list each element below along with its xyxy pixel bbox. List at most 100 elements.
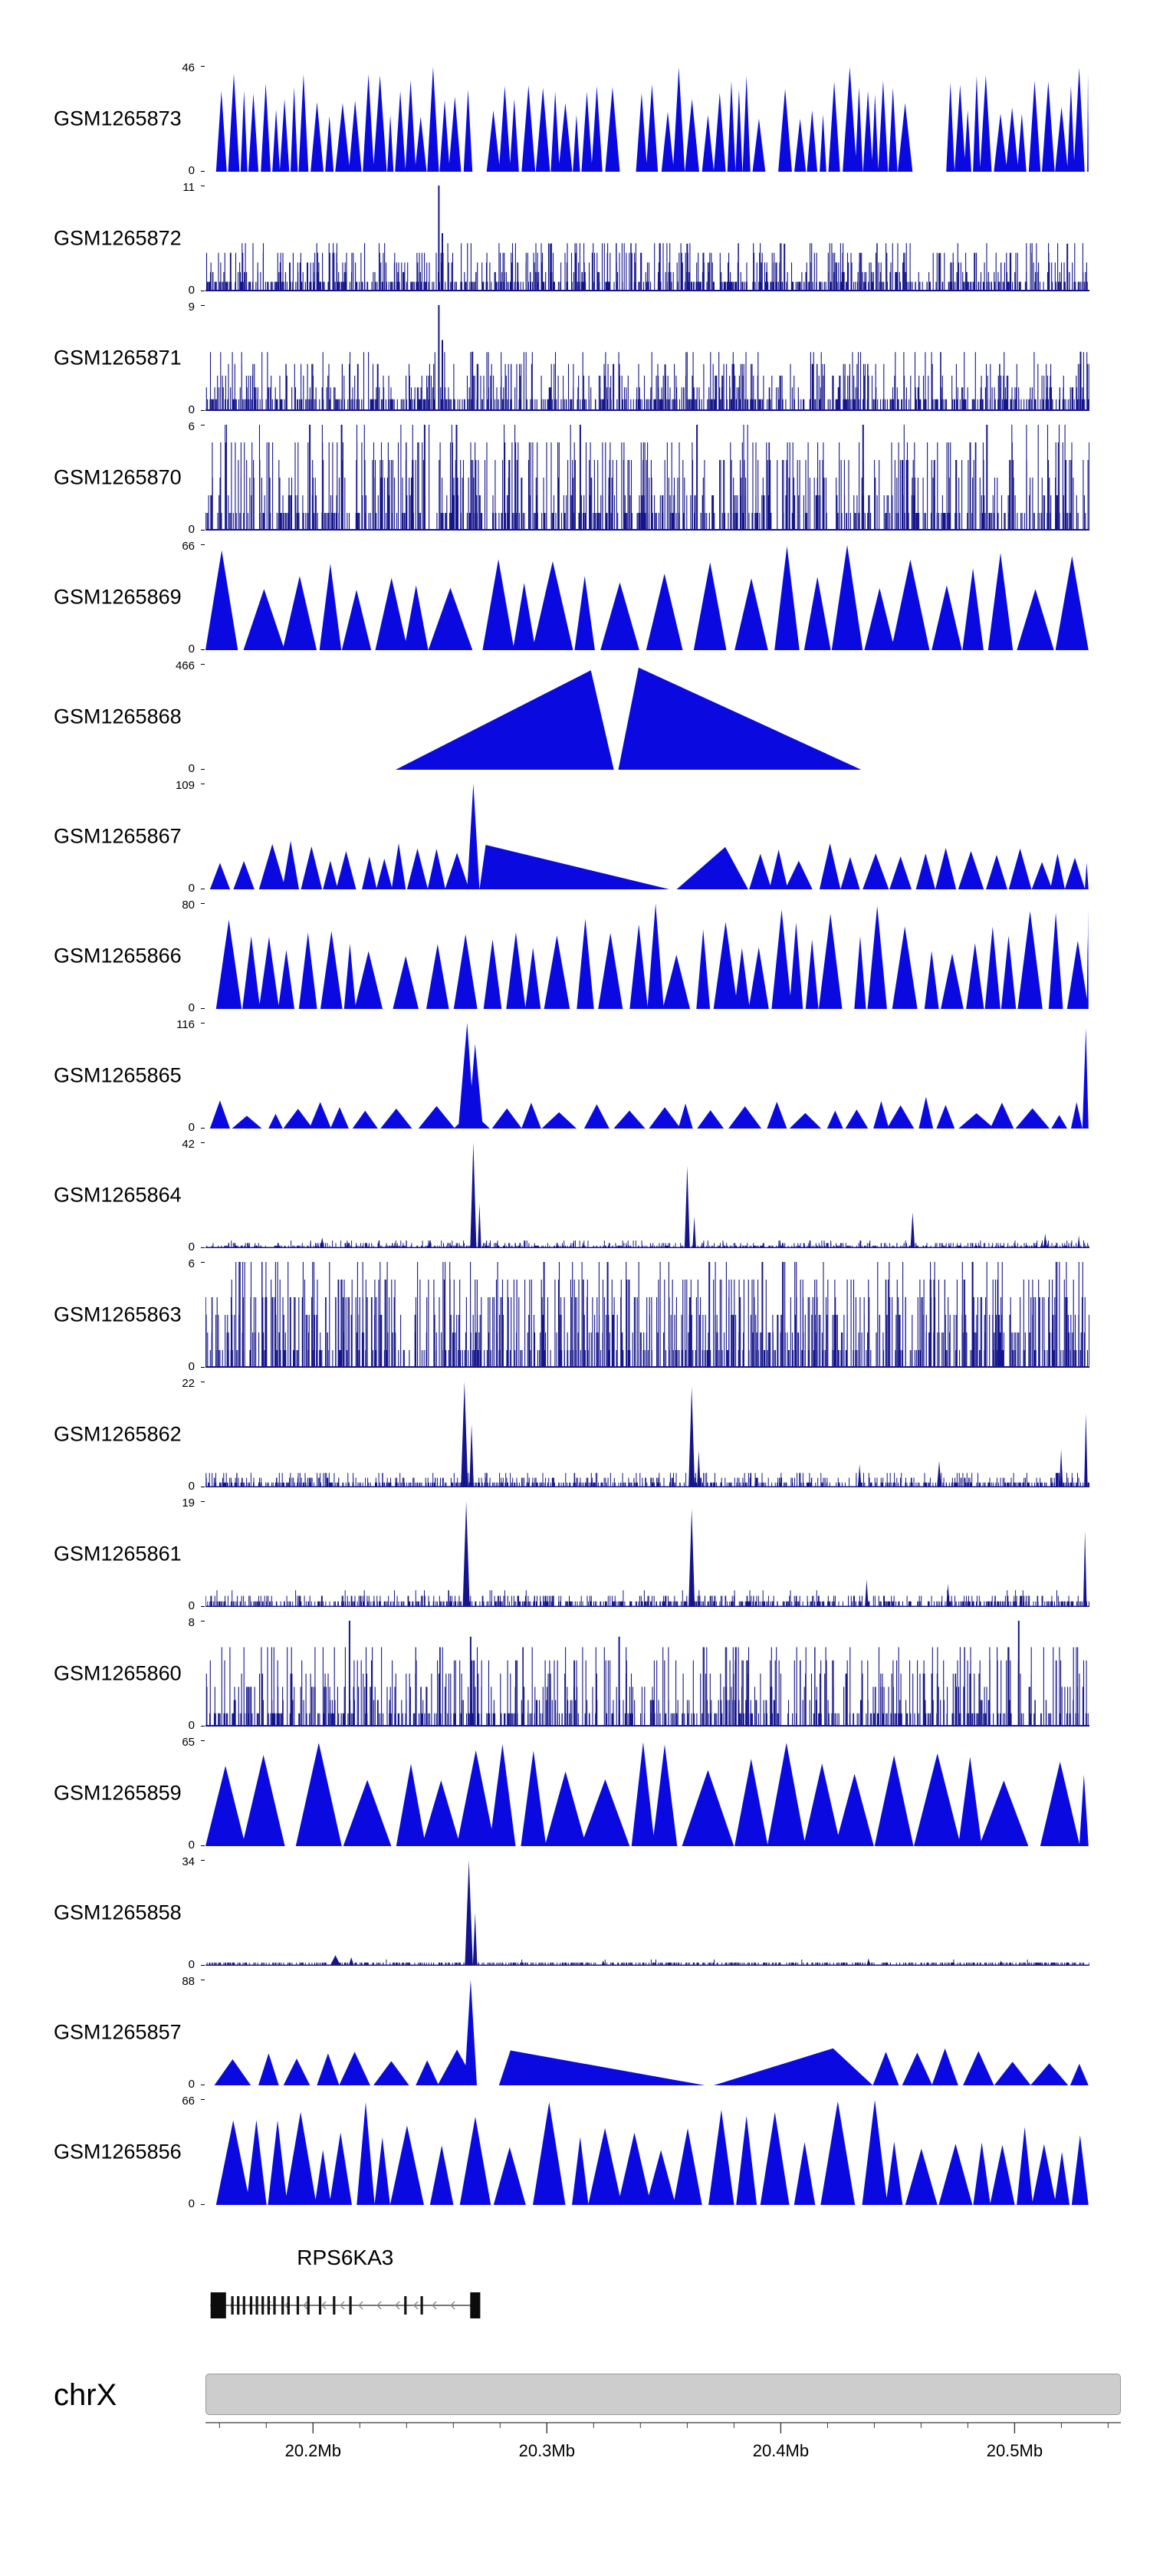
track-ymax-label: 34 [182,1855,195,1868]
track-label: GSM1265862 [54,1422,182,1446]
track-plot [205,1382,1089,1487]
track-row-GSM1265858: GSM1265858 34 0 [0,1856,1150,1970]
y-axis-bottom-tick [201,1128,205,1129]
track-label: GSM1265861 [54,1542,182,1566]
track-label: GSM1265870 [54,465,182,489]
track-plot [205,305,1089,411]
track-label: GSM1265866 [54,944,182,968]
track-ymax-label: 6 [188,1257,195,1270]
coverage-bars [205,243,1088,291]
coverage-spikes [320,1142,1080,1248]
track-row-GSM1265864: GSM1265864 42 0 [0,1138,1150,1253]
y-axis-bottom-tick [201,171,205,172]
coverage-peak-bars [438,305,1082,411]
track-plot [215,67,1089,172]
track-label: GSM1265865 [54,1063,182,1087]
exon-tick [231,2296,234,2315]
coverage-peak-bars [348,1621,1020,1727]
axis-tick-label: 20.4Mb [753,2441,809,2460]
exon-tick [261,2296,264,2315]
track-row-GSM1265861: GSM1265861 19 0 [0,1497,1150,1612]
track-ymin-label: 0 [188,403,195,416]
y-axis-top-tick [201,305,205,306]
track-plot [395,667,862,770]
track-label: GSM1265871 [54,346,182,370]
track-ymin-label: 0 [188,1958,195,1971]
coverage-peaks [214,2048,1089,2085]
y-axis-top-tick [201,1860,205,1861]
exon-tick [273,2296,276,2315]
track-plot [214,1980,1089,2085]
exon-tick [333,2296,336,2315]
y-axis-bottom-tick [201,649,205,650]
track-row-GSM1265868: GSM1265868 466 0 [0,660,1150,774]
track-label: GSM1265856 [54,2140,182,2164]
axis-tick-label: 20.2Mb [285,2441,341,2460]
coverage-peaks [205,544,1089,650]
track-ymin-label: 0 [188,1240,195,1254]
gene-name-label: RPS6KA3 [297,2246,393,2269]
track-row-GSM1265863: GSM1265863 6 0 [0,1258,1150,1372]
track-ymax-label: 42 [182,1138,195,1151]
y-axis-bottom-tick [201,530,205,531]
track-ymin-label: 0 [188,284,195,297]
track-ymin-label: 0 [188,1121,195,1134]
exon-tick [404,2296,407,2315]
strand-arrow-icon [229,2301,474,2310]
exon-tick [287,2296,290,2315]
exon-tick [242,2296,245,2315]
exon-tick [420,2296,423,2315]
track-label: GSM1265864 [54,1183,182,1207]
exon-box [470,2292,481,2318]
y-axis-top-tick [201,544,205,545]
track-ymax-label: 22 [182,1377,195,1390]
coverage-noise [205,1590,1089,1607]
track-row-GSM1265869: GSM1265869 66 0 [0,540,1150,655]
baseline [205,1964,1089,1966]
exon-box [210,2292,226,2318]
track-ymin-label: 0 [188,642,195,656]
y-axis-bottom-tick [201,1367,205,1368]
track-row-GSM1265856: GSM1265856 66 0 [0,2095,1150,2210]
track-ymin-label: 0 [188,1001,195,1014]
axis-tick-label: 20.3Mb [519,2441,575,2460]
y-axis-bottom-tick [201,1606,205,1607]
track-row-GSM1265872: GSM1265872 11 0 [0,182,1150,296]
track-row-GSM1265859: GSM1265859 65 0 [0,1736,1150,1851]
gene-track: RPS6KA3 [210,2246,481,2318]
coverage-spikes [330,1860,1004,1966]
coverage-peaks [215,2099,1089,2205]
track-label: GSM1265868 [54,705,182,728]
track-label: GSM1265867 [54,824,182,848]
baseline [205,529,1089,531]
track-plot [205,1142,1089,1248]
y-axis-bottom-tick [201,1845,205,1846]
track-plot [205,425,1089,531]
track-plot [215,903,1089,1009]
y-axis-top-tick [201,1142,205,1143]
coverage-noise [206,1959,1089,1966]
y-axis-bottom-tick [201,1726,205,1727]
coverage-shape [395,667,862,770]
track-ymax-label: 80 [182,899,195,912]
track-plot [205,544,1089,650]
exon-tick [296,2296,300,2315]
baseline [205,1605,1089,1607]
coverage-peaks [215,67,1089,172]
coverage-bars [205,352,1089,411]
coverage-peaks [209,1096,1083,1129]
genome-axis: 20.2Mb 20.3Mb 20.4Mb 20.5Mb [205,2422,1121,2460]
track-row-GSM1265857: GSM1265857 88 0 [0,1976,1150,2090]
track-ymin-label: 0 [188,523,195,536]
track-ymin-label: 0 [188,1599,195,1612]
axis-tick-label: 20.5Mb [987,2441,1043,2460]
y-axis-top-tick [201,1621,205,1622]
track-ymin-label: 0 [188,1838,195,1852]
track-row-GSM1265873: GSM1265873 46 0 [0,62,1150,176]
baseline [205,290,1089,291]
baseline [205,1247,1089,1248]
track-row-GSM1265862: GSM1265862 22 0 [0,1378,1150,1492]
track-ymax-label: 65 [182,1736,195,1749]
y-axis-top-tick [201,1740,205,1741]
